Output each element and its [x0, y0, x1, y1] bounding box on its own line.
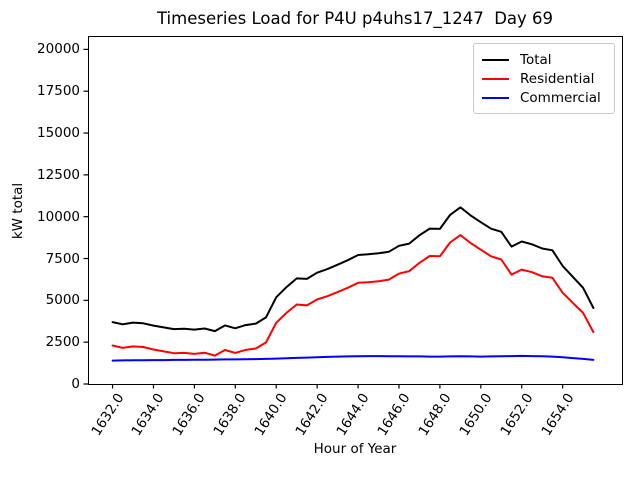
legend-row-residential: Residential [482, 69, 606, 88]
legend-line-sample-total [482, 58, 509, 61]
series-line-residential [111, 234, 595, 357]
legend-row-commercial: Commercial [482, 88, 606, 107]
legend: Total Residential Commercial [473, 43, 615, 114]
series-line-commercial [111, 354, 595, 362]
y-tick-label: 10000 [37, 208, 80, 225]
y-tick-label: 15000 [37, 125, 80, 142]
y-tick-label: 12500 [37, 166, 80, 183]
y-tick-label: 2500 [45, 334, 80, 351]
y-tick-label: 20000 [37, 41, 80, 58]
legend-line-sample-commercial [482, 96, 509, 99]
legend-label-residential: Residential [520, 70, 595, 87]
y-tick-label: 7500 [45, 250, 80, 267]
y-tick-label: 5000 [45, 292, 80, 309]
plot-border [88, 36, 623, 385]
legend-row-total: Total [482, 50, 606, 69]
series-line-total [111, 206, 595, 333]
legend-line-sample-residential [482, 77, 509, 80]
legend-label-total: Total [520, 51, 552, 68]
y-tick-label: 0 [71, 376, 80, 392]
x-axis-label: Hour of Year [313, 441, 397, 457]
y-tick-label: 17500 [37, 83, 80, 100]
legend-label-commercial: Commercial [520, 89, 601, 106]
chart-title: Timeseries Load for P4U p4uhs17_1247 Day… [156, 9, 554, 28]
